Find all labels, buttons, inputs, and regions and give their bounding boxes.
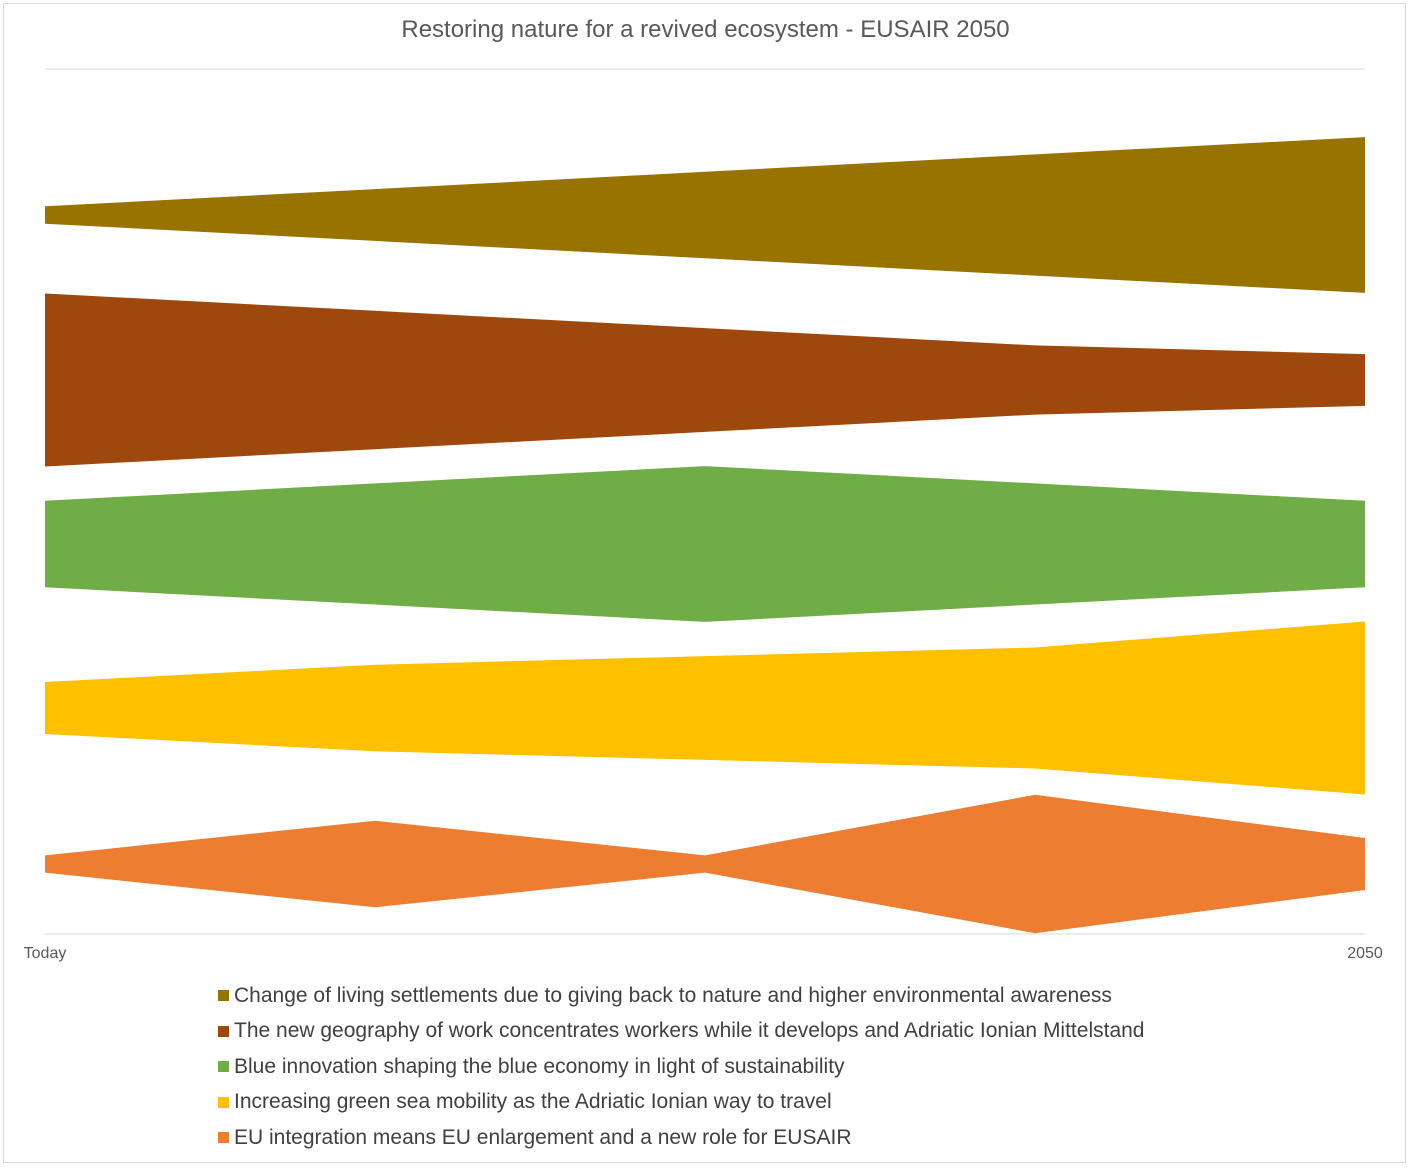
legend-label: Increasing green sea mobility as the Adr… [234, 1090, 832, 1114]
legend-swatch [218, 1132, 229, 1144]
series-band-4 [45, 621, 1365, 795]
series-band-2 [45, 293, 1365, 467]
series-band-5 [45, 794, 1365, 934]
legend-label: EU integration means EU enlargement and … [234, 1125, 852, 1149]
legend-item: Change of living settlements due to givi… [218, 978, 1145, 1014]
legend-swatch [218, 1096, 229, 1108]
x-tick-label: Today [24, 945, 67, 962]
legend-label: Change of living settlements due to givi… [234, 983, 1112, 1007]
legend-swatch [218, 1061, 229, 1073]
series-band-3 [45, 466, 1365, 622]
legend-swatch [218, 1025, 229, 1037]
legend-item: Blue innovation shaping the blue economy… [218, 1049, 1145, 1085]
legend-label: Blue innovation shaping the blue economy… [234, 1054, 845, 1078]
legend-label: The new geography of work concentrates w… [234, 1019, 1145, 1043]
legend-item: Increasing green sea mobility as the Adr… [218, 1085, 1145, 1121]
x-axis-ticks: Today 2050 [24, 945, 1383, 962]
series-band-1 [45, 137, 1365, 293]
legend-item: EU integration means EU enlargement and … [218, 1120, 1145, 1156]
x-tick-label: 2050 [1347, 945, 1383, 962]
legend: Change of living settlements due to givi… [218, 978, 1145, 1156]
chart-frame [3, 3, 1406, 1163]
legend-swatch [218, 990, 229, 1002]
series-bands [45, 137, 1365, 934]
chart-title: Restoring nature for a revived ecosystem… [401, 16, 1010, 43]
legend-item: The new geography of work concentrates w… [218, 1014, 1145, 1050]
